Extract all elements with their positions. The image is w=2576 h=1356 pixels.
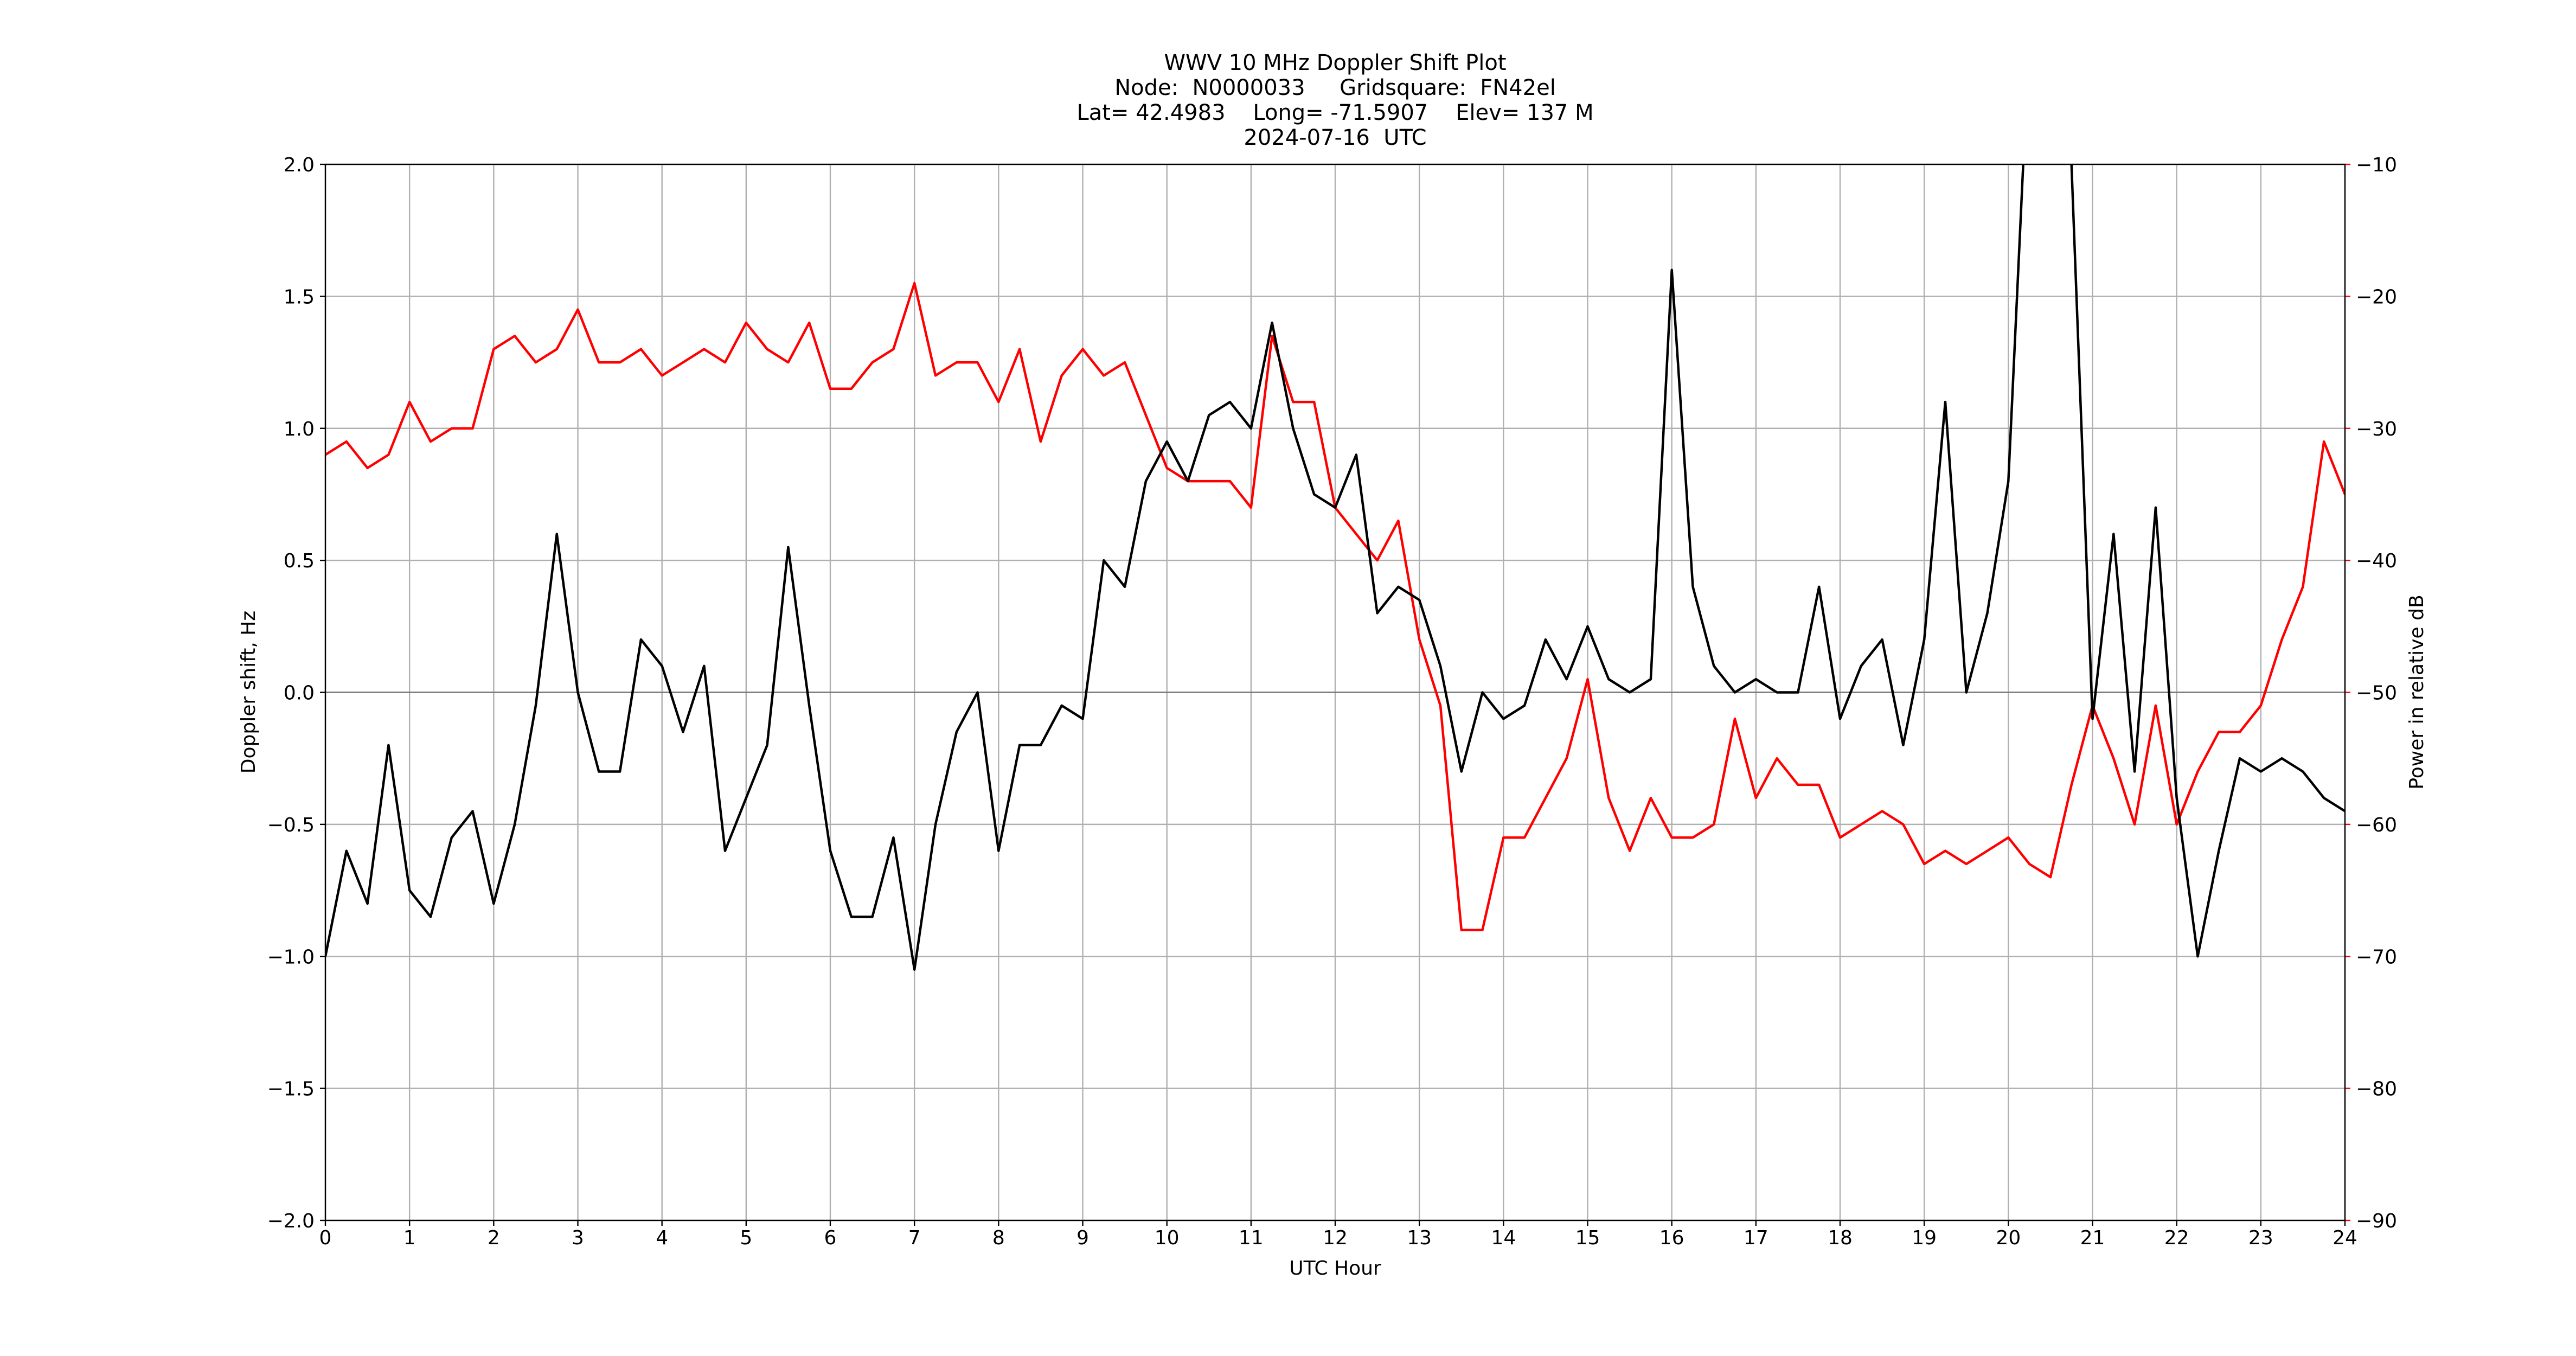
y2-tick-label: −70 bbox=[2356, 946, 2397, 968]
y-tick-label: −1.5 bbox=[267, 1078, 315, 1101]
x-tick-label: 12 bbox=[1323, 1227, 1348, 1249]
x-tick-label: 14 bbox=[1491, 1227, 1516, 1249]
x-tick-label: 21 bbox=[2080, 1227, 2105, 1249]
y-tick-label: 0.5 bbox=[284, 550, 315, 572]
plot-area bbox=[325, 164, 2345, 971]
y-tick-label: 1.0 bbox=[284, 418, 315, 440]
x-tick-label: 15 bbox=[1575, 1227, 1600, 1249]
y2-tick-label: −90 bbox=[2356, 1210, 2397, 1232]
y-tick-label: 1.5 bbox=[284, 286, 315, 308]
y2-tick-label: −60 bbox=[2356, 814, 2397, 836]
y2-tick-label: −10 bbox=[2356, 154, 2397, 176]
chart-subtitle: Lat= 42.4983 Long= -71.5907 Elev= 137 M bbox=[1076, 100, 1593, 125]
y2-tick-label: −20 bbox=[2356, 286, 2397, 308]
x-tick-label: 8 bbox=[992, 1227, 1005, 1249]
y-tick-label: 0.0 bbox=[284, 682, 315, 705]
chart-subtitle: Node: N0000033 Gridsquare: FN42el bbox=[1114, 75, 1556, 100]
y-tick-label: 2.0 bbox=[284, 154, 315, 176]
x-tick-label: 11 bbox=[1239, 1227, 1264, 1249]
y-axis-label: Doppler shift, Hz bbox=[238, 611, 260, 773]
y2-axis-label: Power in relative dB bbox=[2406, 594, 2428, 789]
x-tick-label: 20 bbox=[1996, 1227, 2021, 1249]
chart-title: WWV 10 MHz Doppler Shift Plot bbox=[1164, 50, 1506, 75]
x-tick-label: 0 bbox=[319, 1227, 332, 1249]
x-tick-label: 4 bbox=[656, 1227, 668, 1249]
x-tick-label: 9 bbox=[1076, 1227, 1089, 1249]
x-axis-label: UTC Hour bbox=[1289, 1257, 1381, 1280]
x-tick-label: 17 bbox=[1744, 1227, 1768, 1249]
x-tick-label: 18 bbox=[1828, 1227, 1853, 1249]
y-tick-label: −1.0 bbox=[267, 946, 315, 968]
y2-tick-label: −40 bbox=[2356, 550, 2397, 572]
x-tick-label: 6 bbox=[824, 1227, 837, 1249]
x-tick-label: 23 bbox=[2248, 1227, 2273, 1249]
x-tick-label: 13 bbox=[1407, 1227, 1432, 1249]
x-tick-label: 2 bbox=[488, 1227, 500, 1249]
y2-tick-label: −50 bbox=[2356, 682, 2397, 705]
x-tick-label: 7 bbox=[908, 1227, 921, 1249]
x-tick-label: 22 bbox=[2164, 1227, 2189, 1249]
y2-tick-label: −30 bbox=[2356, 418, 2397, 440]
x-tick-label: 24 bbox=[2333, 1227, 2357, 1249]
series-line bbox=[325, 164, 2345, 971]
x-tick-label: 16 bbox=[1659, 1227, 1684, 1249]
chart-subtitle: 2024-07-16 UTC bbox=[1244, 125, 1426, 150]
plot-frame bbox=[324, 163, 2346, 1221]
x-tick-label: 1 bbox=[403, 1227, 416, 1249]
x-tick-label: 19 bbox=[1912, 1227, 1937, 1249]
x-tick-label: 10 bbox=[1155, 1227, 1180, 1249]
x-tick-label: 3 bbox=[572, 1227, 584, 1249]
y-tick-label: −2.0 bbox=[267, 1210, 315, 1232]
y-tick-label: −0.5 bbox=[267, 814, 315, 836]
y2-tick-label: −80 bbox=[2356, 1078, 2397, 1101]
x-tick-label: 5 bbox=[740, 1227, 752, 1249]
